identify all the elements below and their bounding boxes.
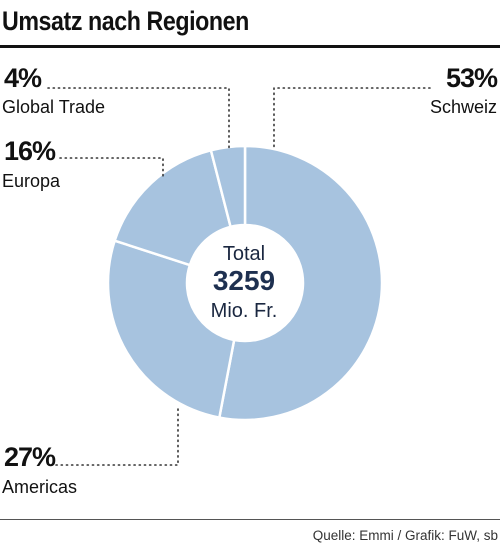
center-total-value: 3259 xyxy=(213,265,275,296)
source-note: Quelle: Emmi / Grafik: FuW, sb xyxy=(312,528,498,543)
leader-americas xyxy=(55,404,179,466)
title-rule xyxy=(0,45,500,48)
europa-category-label: Europa xyxy=(2,171,61,191)
slice-schweiz xyxy=(217,144,384,422)
schweiz-category-label: Schweiz xyxy=(430,97,497,117)
global-trade-category-label: Global Trade xyxy=(2,97,105,117)
leader-schweiz xyxy=(273,87,431,149)
chart-title: Umsatz nach Regionen xyxy=(2,6,249,36)
footer-rule xyxy=(0,519,500,520)
schweiz-percent-label: 53% xyxy=(446,63,498,93)
americas-category-label: Americas xyxy=(2,477,77,497)
americas-percent-label: 27% xyxy=(4,442,56,472)
global-trade-percent-label: 4% xyxy=(4,63,42,93)
donut-slices xyxy=(106,144,384,422)
slice-europa xyxy=(113,148,233,267)
slice-americas xyxy=(106,239,236,420)
leader-lines xyxy=(47,87,431,466)
center-total-label: Total xyxy=(223,243,265,265)
center-total-unit: Mio. Fr. xyxy=(211,300,278,322)
leader-europa xyxy=(59,157,164,179)
slice-global-trade xyxy=(209,144,247,229)
europa-percent-label: 16% xyxy=(4,136,56,166)
